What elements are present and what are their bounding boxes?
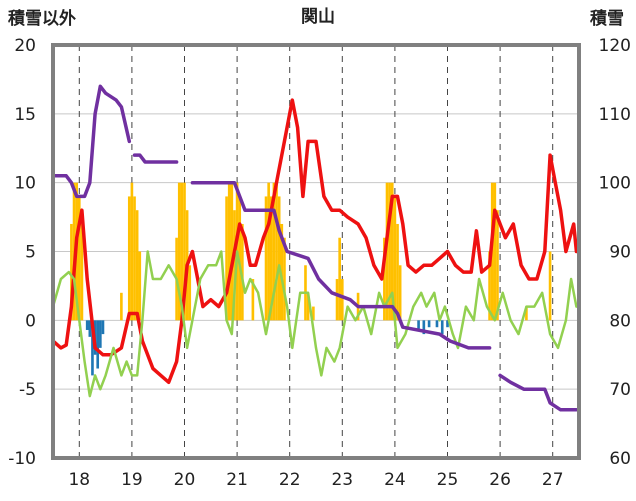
bar-series-0	[230, 182, 234, 321]
y-right-tick-label: 80	[609, 311, 631, 331]
bar-series-1	[427, 320, 431, 328]
y-left-tick-label: 20	[14, 36, 36, 56]
bar-series-1	[85, 320, 89, 330]
y-left-tick-label: 10	[14, 174, 36, 194]
series-lines	[51, 84, 579, 412]
bar-series-0	[548, 251, 552, 321]
bar-series-0	[275, 182, 278, 321]
bar-series-0	[396, 223, 399, 321]
bar-series-1	[96, 320, 100, 369]
bar-series-0	[233, 210, 236, 321]
x-tick-label: 21	[226, 470, 248, 490]
line-series-4	[132, 153, 179, 164]
y-right-tick-label: 60	[609, 449, 631, 469]
bar-series-1	[417, 320, 420, 329]
line-series-4	[51, 84, 132, 199]
bar-series-0	[398, 265, 402, 321]
bar-series-0	[120, 292, 123, 321]
y-left-tick-label: 0	[25, 311, 36, 331]
bar-series-0	[183, 182, 186, 321]
y-left-tick-label: -10	[8, 449, 36, 469]
bar-series-0	[241, 223, 244, 321]
bar-series-0	[393, 196, 397, 321]
y-right-tick-label: 70	[609, 380, 631, 400]
y-right-tick-label: 110	[599, 105, 631, 125]
bar-series-0	[238, 196, 242, 321]
bar-series-0	[70, 223, 73, 321]
bar-series-0	[525, 306, 528, 321]
bar-series-0	[493, 182, 497, 321]
bar-series-0	[306, 292, 310, 321]
bar-series-0	[264, 196, 268, 321]
bar-series-0	[188, 265, 192, 321]
x-tick-label: 23	[331, 470, 353, 490]
bar-series-0	[133, 196, 136, 321]
x-tick-label: 25	[437, 470, 459, 490]
x-tick-label: 24	[384, 470, 406, 490]
y-left-tick-label: -5	[19, 380, 36, 400]
plot-frame	[51, 43, 581, 460]
bar-series-0	[280, 223, 284, 321]
bar-series-1	[88, 320, 92, 337]
tick-labels: 20 120 15 110 10 100 5 90 0 80 -5 70 -10 60 18 19 20 21 22…	[8, 36, 631, 490]
x-tick-label: 18	[68, 470, 90, 490]
bar-series-0	[227, 182, 231, 321]
bar-series-0	[388, 182, 391, 321]
y-left-tick-label: 5	[25, 243, 36, 263]
bar-series-1	[446, 320, 449, 328]
line-series-4	[498, 373, 579, 412]
bar-series-0	[335, 279, 339, 321]
bar-series-0	[77, 196, 81, 321]
bar-series-0	[272, 182, 276, 321]
bar-series-1	[435, 320, 439, 328]
bar-series-0	[488, 251, 491, 321]
bar-series-0	[138, 251, 142, 321]
bar-series-1	[101, 320, 105, 335]
bar-series-0	[338, 237, 341, 321]
left-axis-label: 積雪以外	[8, 8, 76, 29]
bar-series-0	[180, 182, 184, 321]
bar-series-0	[496, 210, 499, 321]
chart-title: 関山	[301, 7, 335, 27]
bar-series-0	[135, 210, 139, 321]
x-tick-label: 20	[174, 470, 196, 490]
bar-series-1	[422, 320, 426, 335]
bar-series-0	[277, 196, 281, 321]
x-tick-label: 26	[489, 470, 511, 490]
bar-series-0	[225, 196, 228, 321]
x-tick-label: 22	[279, 470, 301, 490]
y-right-tick-label: 90	[609, 243, 631, 263]
bar-series-0	[269, 196, 273, 321]
bar-series-0	[390, 182, 394, 321]
line-series-4	[190, 180, 492, 350]
bar-series-0	[177, 182, 181, 321]
bar-series-1	[99, 320, 102, 348]
right-axis-label: 積雪	[590, 8, 624, 29]
x-tick-label: 19	[121, 470, 143, 490]
y-right-tick-label: 120	[599, 36, 631, 56]
bar-series-0	[80, 223, 84, 321]
y-left-tick-label: 15	[14, 105, 36, 125]
bar-series-0	[312, 306, 315, 321]
y-right-tick-label: 100	[599, 174, 631, 194]
line-series-3	[51, 250, 578, 398]
bar-series-0	[267, 182, 270, 321]
bar-series-0	[127, 196, 131, 321]
bar-series-0	[283, 237, 286, 321]
x-tick-label: 27	[542, 470, 564, 490]
bar-series-0	[130, 182, 134, 321]
bar-series-1	[440, 320, 444, 335]
bar-series-0	[251, 279, 255, 321]
bar-series-0	[383, 237, 386, 321]
bar-series-1	[91, 320, 94, 376]
bar-series-0	[340, 279, 344, 321]
